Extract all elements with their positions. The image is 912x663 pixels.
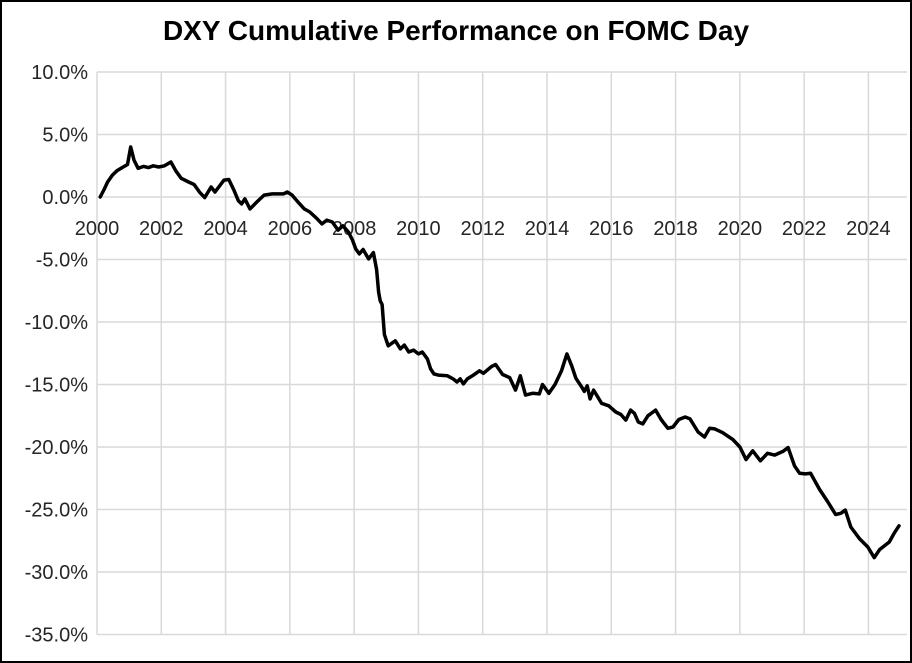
x-tick-label: 2010 bbox=[396, 218, 441, 240]
y-tick-label: -25.0% bbox=[25, 500, 89, 522]
x-tick-label: 2018 bbox=[653, 218, 698, 240]
gridlines bbox=[96, 71, 907, 636]
dxy-series-line bbox=[98, 145, 901, 560]
x-tick-label: 2024 bbox=[846, 218, 891, 240]
x-tick-label: 2000 bbox=[75, 218, 120, 240]
x-tick-label: 2014 bbox=[525, 218, 570, 240]
y-tick-label: -30.0% bbox=[25, 562, 89, 584]
chart-title: DXY Cumulative Performance on FOMC Day bbox=[162, 15, 750, 46]
x-tick-label: 2022 bbox=[782, 218, 827, 240]
y-tick-label: -10.0% bbox=[25, 312, 89, 334]
x-tick-label: 2020 bbox=[718, 218, 763, 240]
x-tick-label: 2002 bbox=[139, 218, 184, 240]
y-tick-label: 0.0% bbox=[42, 187, 88, 209]
y-tick-label: 5.0% bbox=[42, 125, 88, 147]
x-tick-label: 2008 bbox=[332, 218, 377, 240]
x-tick-label: 2006 bbox=[268, 218, 313, 240]
y-tick-label: -35.0% bbox=[25, 625, 89, 647]
y-tick-label: -15.0% bbox=[25, 375, 89, 397]
x-tick-label: 2012 bbox=[460, 218, 505, 240]
x-tick-label: 2016 bbox=[589, 218, 634, 240]
x-tick-label: 2004 bbox=[203, 218, 248, 240]
y-tick-label: 10.0% bbox=[31, 62, 88, 84]
y-tick-label: -5.0% bbox=[36, 250, 88, 272]
data-series bbox=[98, 145, 901, 560]
y-tick-label: -20.0% bbox=[25, 437, 89, 459]
x-axis-labels: 2000 2002 2004 2006 2008 2010 2012 2014 2016 2018… bbox=[75, 218, 891, 240]
y-axis-labels: 10.0% 5.0% 0.0% -5.0% -10.0% -15.0% -20.0% -25.… bbox=[25, 62, 89, 647]
